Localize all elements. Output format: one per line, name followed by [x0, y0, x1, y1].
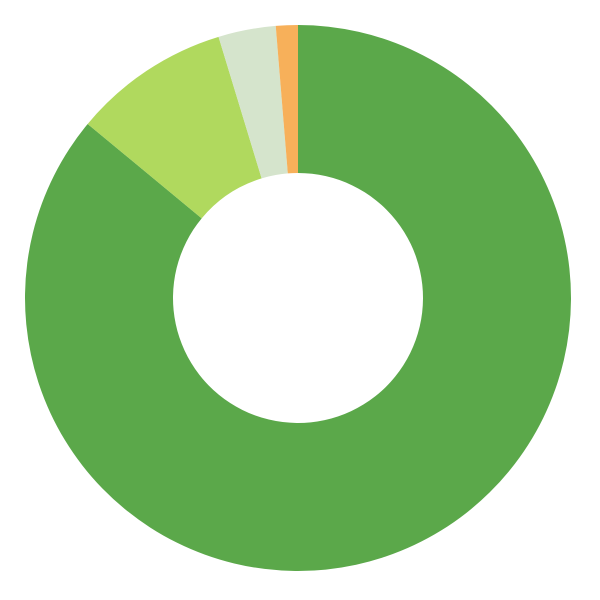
donut-slice-4: [275, 25, 298, 174]
donut-slices: [25, 25, 571, 571]
donut-slice-1: [25, 25, 571, 571]
donut-slice-2: [87, 36, 262, 219]
donut-slice-3: [218, 25, 288, 179]
